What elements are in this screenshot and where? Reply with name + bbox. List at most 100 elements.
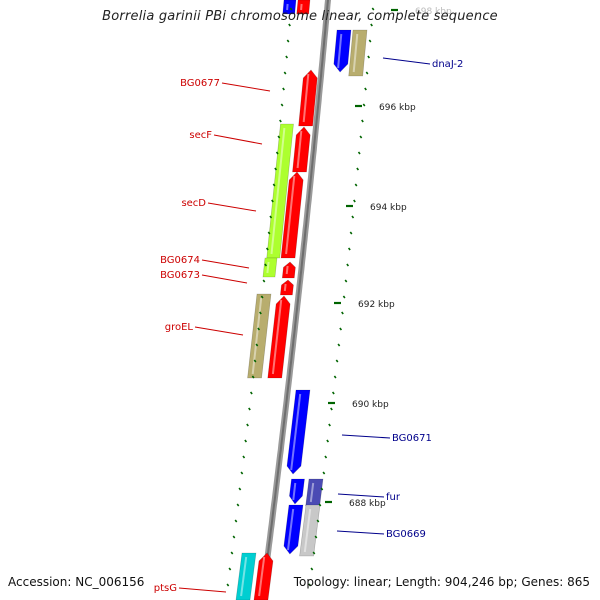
left-track-dot — [246, 423, 249, 427]
label-groel-leader — [194, 326, 244, 336]
gene-ptsg-arrow — [253, 552, 274, 600]
left-track-dot — [236, 503, 240, 507]
label-bg0677-leader — [221, 82, 271, 92]
left-track-dot — [260, 295, 264, 299]
left-track-dot — [251, 375, 255, 379]
right-track-dot — [367, 55, 371, 59]
right-track-dot — [347, 247, 351, 251]
right-track-dot — [339, 327, 343, 331]
map-title: Borrelia garinii PBi chromosome linear, … — [102, 9, 498, 24]
right-track-dot — [330, 407, 333, 411]
left-track-dot — [262, 279, 266, 283]
right-track-dot — [361, 119, 364, 123]
scale-label: 692 kbp — [358, 300, 395, 310]
label-bg0674: BG0674 — [160, 255, 200, 266]
left-track-dot — [286, 39, 290, 43]
left-track-dot — [228, 567, 232, 571]
gene-secf-arrow-highlight — [296, 130, 303, 169]
gene-secd-arrow — [280, 171, 304, 259]
left-track-dot — [283, 71, 287, 75]
right-track-dot — [331, 391, 335, 395]
gene-bg0673-arrow — [280, 279, 294, 296]
right-track-dot — [308, 583, 312, 587]
right-track-dot — [335, 359, 339, 363]
left-track-dot — [248, 407, 251, 411]
left-track-dot — [226, 583, 230, 587]
gene-dnaj-2-khaki — [348, 29, 368, 77]
gene-fur-darkblue — [305, 478, 324, 507]
left-track-dot — [255, 343, 259, 347]
left-track-dot — [269, 215, 273, 219]
right-track-dot — [371, 7, 375, 11]
left-track-dot — [240, 471, 244, 475]
right-track-dot — [362, 103, 366, 107]
gene-dnaj-2-blue — [333, 29, 352, 73]
right-track-dot — [359, 135, 363, 139]
left-track-dot — [244, 439, 248, 443]
gene-groel-arrow — [267, 295, 291, 379]
label-bg0673-leader — [201, 274, 248, 284]
scale-label: 696 kbp — [379, 103, 416, 113]
right-track-dot — [316, 519, 320, 523]
gene-bg0671-blue-highlight — [290, 393, 302, 471]
label-secd: secD — [181, 198, 206, 209]
label-fur: fur — [386, 492, 401, 503]
left-track-dot — [285, 55, 289, 59]
left-track-dot — [259, 311, 262, 315]
right-track-dot — [368, 39, 372, 43]
left-track-dot — [238, 487, 242, 491]
gene-groel-khaki — [247, 293, 272, 379]
right-track-dot — [344, 279, 348, 283]
gene-dnaj-2-blue-highlight — [337, 33, 343, 69]
right-track-dot — [333, 375, 337, 379]
label-dnaj-2: dnaJ-2 — [432, 59, 463, 70]
gene-ptsg-arrow-highlight — [258, 556, 266, 597]
right-track-dot — [354, 183, 358, 187]
right-track-dot — [312, 551, 316, 555]
right-track-dot — [353, 199, 356, 203]
left-track-dot — [253, 359, 257, 363]
gene-secd-arrow-highlight — [285, 175, 296, 255]
left-track-dot — [234, 519, 238, 523]
left-track-dot — [282, 87, 285, 91]
gene-top-red-arrow-highlight — [300, 3, 303, 11]
right-track-dot — [322, 471, 326, 475]
label-fur-leader — [337, 493, 385, 498]
left-track-dot — [289, 7, 293, 11]
gene-bg0669-grey — [299, 504, 321, 557]
left-track-dot — [265, 247, 269, 251]
chromosome-backbone-core — [260, 0, 330, 600]
gene-fur-blue-highlight — [292, 482, 297, 501]
left-track-dot — [272, 183, 276, 187]
gene-top-blue — [282, 0, 297, 15]
left-track-dot — [280, 103, 284, 107]
gene-fur-darkblue-highlight — [309, 482, 315, 503]
gene-bg0669-blue-highlight — [287, 508, 295, 551]
right-track-dot — [365, 71, 369, 75]
gene-fur-blue — [289, 478, 305, 505]
right-track-dot — [341, 311, 344, 315]
right-track-dot — [328, 423, 331, 427]
label-secf-leader — [213, 134, 263, 145]
right-track-dot — [337, 343, 341, 347]
label-bg0671-leader — [341, 434, 391, 439]
gene-bg0677-arrow — [298, 69, 318, 127]
gene-lime-small — [262, 257, 278, 278]
right-track-dot — [326, 439, 330, 443]
right-track-dot — [310, 567, 314, 571]
left-track-dot — [271, 199, 274, 203]
gene-bg0677-arrow-highlight — [302, 73, 310, 123]
gene-groel-khaki-highlight — [251, 297, 263, 375]
label-bg0671: BG0671 — [392, 433, 432, 444]
gene-bg0671-blue — [286, 389, 311, 475]
summary-text: Topology: linear; Length: 904,246 bp; Ge… — [293, 575, 590, 589]
gene-secf-arrow — [292, 126, 311, 173]
gene-bg0669-blue — [283, 504, 304, 555]
left-track-dot — [257, 327, 261, 331]
right-track-dot — [346, 263, 350, 267]
scale-label: 690 kbp — [352, 400, 389, 410]
left-track-dot — [288, 23, 291, 27]
label-groel: groEL — [165, 322, 194, 333]
label-dnaj-2-leader — [382, 57, 431, 65]
label-ptsg: ptsG — [154, 583, 177, 594]
